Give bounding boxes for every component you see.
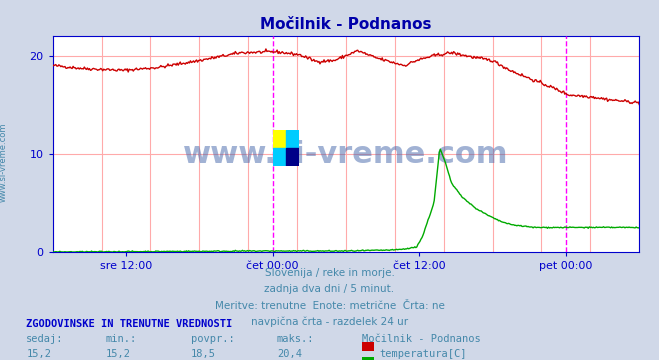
Text: sedaj:: sedaj: <box>26 334 64 344</box>
Text: temperatura[C]: temperatura[C] <box>379 349 467 359</box>
Text: navpična črta - razdelek 24 ur: navpična črta - razdelek 24 ur <box>251 317 408 327</box>
Text: www.si-vreme.com: www.si-vreme.com <box>0 122 8 202</box>
Text: povpr.:: povpr.: <box>191 334 235 344</box>
Text: Slovenija / reke in morje.: Slovenija / reke in morje. <box>264 268 395 278</box>
Text: www.si-vreme.com: www.si-vreme.com <box>183 140 509 169</box>
Bar <box>273 130 286 148</box>
Text: 15,2: 15,2 <box>105 349 130 359</box>
Text: 15,2: 15,2 <box>26 349 51 359</box>
Text: zadnja dva dni / 5 minut.: zadnja dva dni / 5 minut. <box>264 284 395 294</box>
Text: maks.:: maks.: <box>277 334 314 344</box>
Text: ZGODOVINSKE IN TRENUTNE VREDNOSTI: ZGODOVINSKE IN TRENUTNE VREDNOSTI <box>26 319 233 329</box>
Text: Močilnik - Podnanos: Močilnik - Podnanos <box>362 334 481 344</box>
Bar <box>273 148 286 166</box>
Title: Močilnik - Podnanos: Močilnik - Podnanos <box>260 17 432 32</box>
Text: Meritve: trenutne  Enote: metrične  Črta: ne: Meritve: trenutne Enote: metrične Črta: … <box>215 301 444 311</box>
Bar <box>286 148 299 166</box>
Text: min.:: min.: <box>105 334 136 344</box>
Text: 18,5: 18,5 <box>191 349 216 359</box>
Bar <box>286 130 299 148</box>
Text: 20,4: 20,4 <box>277 349 302 359</box>
